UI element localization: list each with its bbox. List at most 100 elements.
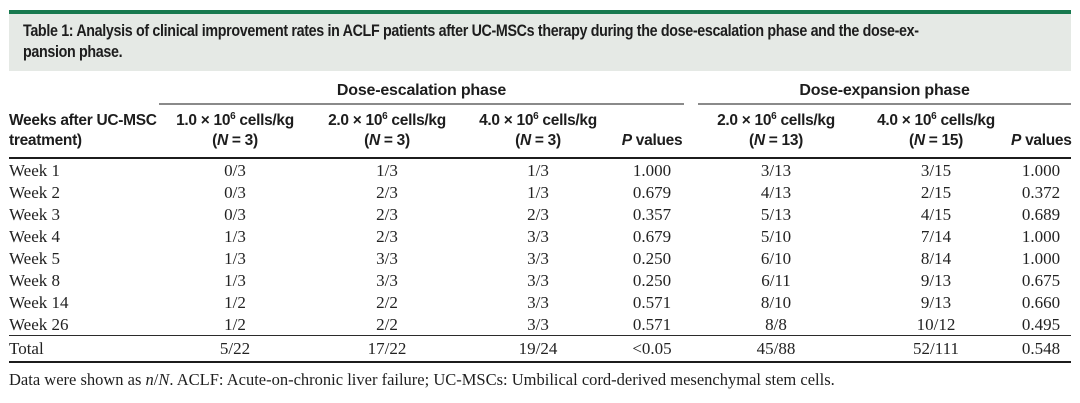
cell: 1/3 — [224, 270, 246, 290]
column-header-line: 1.0 × 106 cells/kg — [159, 111, 311, 131]
text-part: N — [369, 132, 380, 149]
cell: 1.000 — [1021, 160, 1061, 180]
column-group-label: Dose-expansion phase — [799, 82, 970, 99]
text-part: 1.0 × 10 — [176, 112, 231, 129]
text-part: P — [1011, 132, 1022, 149]
column-header-row: Weeks after UC-MSC treatment) 1.0 × 106 ce… — [9, 105, 1072, 159]
column-header: 2.0 × 106 cells/kg (N = 13) — [691, 105, 862, 159]
cell: 9/13 — [920, 270, 952, 290]
cell: 2/3 — [376, 204, 398, 224]
cell: 1.000 — [1021, 248, 1061, 268]
cell: 0.250 — [632, 270, 672, 290]
text-part: cells/kg — [936, 112, 995, 129]
text-part: values — [631, 132, 683, 149]
cell: 0.679 — [632, 226, 672, 246]
cell: 1.000 — [632, 160, 672, 180]
text-part: N — [520, 132, 531, 149]
column-header-line: (N = 3) — [159, 131, 311, 151]
text-part: = 3) — [227, 132, 258, 149]
text-part: = 15) — [924, 132, 964, 149]
cell: 3/3 — [527, 314, 549, 334]
cell: 2/2 — [376, 314, 398, 334]
cell: 1/3 — [224, 248, 246, 268]
cell: 0.250 — [632, 248, 672, 268]
table-row: Week 5 1/3 3/3 3/3 0.250 6/10 8/14 1.000 — [9, 247, 1071, 269]
cell: 5/13 — [760, 204, 792, 224]
cell: 8/14 — [920, 248, 952, 268]
total-row: Total 5/22 17/22 19/24 <0.05 45/88 52/111 0.548 — [9, 335, 1072, 363]
cell: 4/13 — [760, 182, 792, 202]
column-header-line: (N = 15) — [861, 131, 1011, 151]
column-header-line: P values — [1011, 131, 1072, 151]
accent-bar — [9, 10, 1071, 14]
text-part: N — [158, 370, 170, 389]
total-label: Total — [9, 335, 159, 363]
cell: 1.000 — [1021, 226, 1061, 246]
text-part: cells/kg — [538, 112, 597, 129]
cell: 5/10 — [760, 226, 792, 246]
row-label: Week 2 — [9, 182, 61, 202]
cell: 3/3 — [527, 270, 549, 290]
cell: 0/3 — [224, 160, 246, 180]
table-row: Week 26 1/2 2/2 3/3 0.571 8/8 10/12 0.495 — [9, 313, 1071, 336]
text-part: Data were shown as — [9, 370, 146, 389]
cell: 1/3 — [527, 160, 549, 180]
table-figure-page: Table 1: Analysis of clinical improvemen… — [0, 10, 1080, 390]
total-cell: 45/88 — [691, 335, 862, 363]
cell: 2/3 — [376, 226, 398, 246]
cell: 10/12 — [916, 314, 956, 334]
row-label: Week 8 — [9, 270, 61, 290]
total-cell: 0.548 — [1011, 335, 1072, 363]
text-part: ( — [748, 132, 754, 149]
cell: 2/2 — [376, 292, 398, 312]
cell: 3/3 — [527, 292, 549, 312]
cell: 0/3 — [224, 182, 246, 202]
table-row: Week 4 1/3 2/3 3/3 0.679 5/10 7/14 1.000 — [9, 225, 1071, 247]
column-header: P values — [613, 105, 692, 159]
column-group-rule: Dose-expansion phase — [698, 82, 1072, 105]
cell: 0.357 — [632, 204, 672, 224]
cell: 6/11 — [761, 270, 791, 290]
text-part: = 3) — [530, 132, 561, 149]
column-header: P values — [1011, 105, 1072, 159]
cell: 1/3 — [224, 226, 246, 246]
column-header: 4.0 × 106 cells/kg (N = 15) — [861, 105, 1012, 159]
cell: 0.571 — [632, 314, 672, 334]
cell: 0.495 — [1021, 314, 1061, 334]
cell: 3/3 — [376, 248, 398, 268]
text-part: N — [217, 132, 228, 149]
column-group-label: Dose-escalation phase — [336, 82, 507, 99]
cell: 0/3 — [224, 204, 246, 224]
column-header-line: (N = 3) — [311, 131, 463, 151]
cell: 7/14 — [920, 226, 952, 246]
clinical-improvement-table: Dose-escalation phase Dose-expansion phas… — [9, 77, 1072, 363]
total-cell: 17/22 — [311, 335, 463, 363]
text-part: 6 — [382, 110, 388, 122]
cell: 8/8 — [765, 314, 787, 334]
text-part: cells/kg — [776, 112, 835, 129]
cell: 1/2 — [224, 292, 246, 312]
cell: 3/13 — [760, 160, 792, 180]
text-part: 6 — [771, 110, 777, 122]
text-part: 4.0 × 10 — [479, 112, 534, 129]
column-group-spacer — [9, 77, 159, 105]
column-header: 4.0 × 106 cells/kg (N = 3) — [463, 105, 613, 159]
cell: 1/3 — [376, 160, 398, 180]
column-header-line: (N = 3) — [463, 131, 613, 151]
cell: 3/3 — [527, 226, 549, 246]
text-part: 2.0 × 10 — [717, 112, 772, 129]
row-label: Week 1 — [9, 160, 61, 180]
cell: 2/15 — [920, 182, 952, 202]
caption-line: pansion phase. — [23, 42, 123, 61]
cell: 0.372 — [1021, 182, 1061, 202]
cell: 2/3 — [527, 204, 549, 224]
cell: 3/15 — [920, 160, 952, 180]
column-header-line: 2.0 × 106 cells/kg — [311, 111, 463, 131]
column-header-line: (N = 13) — [691, 131, 861, 151]
cell: 8/10 — [760, 292, 792, 312]
text-part: n — [145, 370, 154, 389]
table-caption: Table 1: Analysis of clinical improvemen… — [9, 14, 1071, 71]
caption-line: Table 1: Analysis of clinical improvemen… — [23, 21, 919, 40]
row-label: Week 4 — [9, 226, 61, 246]
cell: 0.689 — [1021, 204, 1061, 224]
